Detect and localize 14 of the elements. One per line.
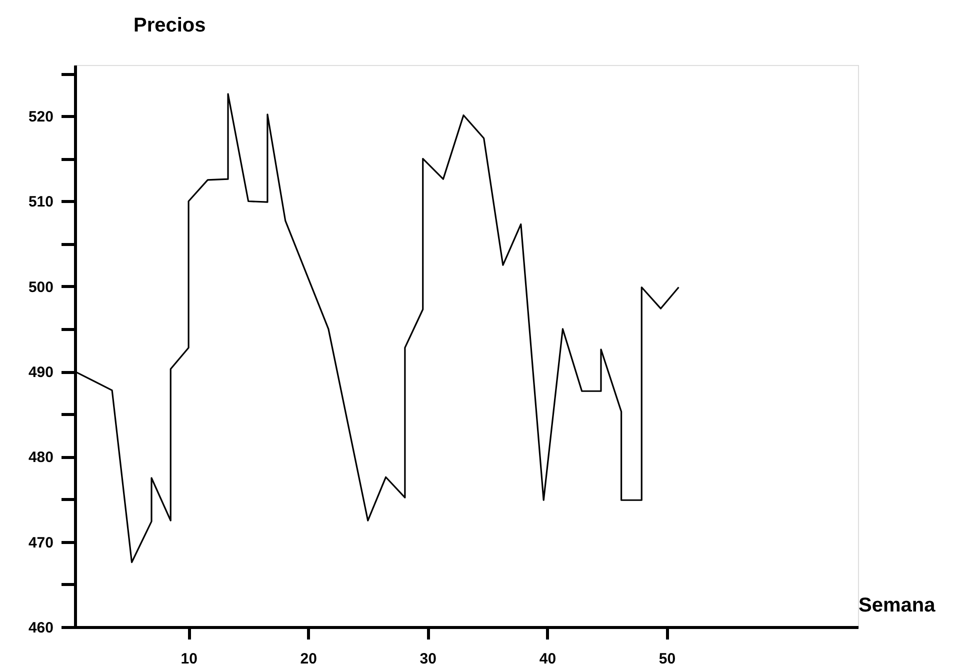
x-tick-label: 50 bbox=[658, 650, 676, 668]
y-axis-title: Precios bbox=[134, 14, 206, 36]
x-tick-label: 10 bbox=[180, 650, 198, 668]
y-tick-label: 510 bbox=[28, 194, 54, 211]
y-tick-label: 490 bbox=[28, 364, 54, 382]
y-tick-label: 470 bbox=[28, 534, 54, 552]
y-tick-label: 500 bbox=[28, 278, 54, 296]
x-tick-label: 40 bbox=[539, 650, 556, 668]
y-tick-label: 520 bbox=[28, 108, 54, 126]
x-axis-title: Semana bbox=[858, 594, 936, 616]
y-tick-label: 480 bbox=[28, 449, 54, 466]
x-tick-label: 30 bbox=[420, 650, 436, 668]
y-tick-label: 460 bbox=[28, 620, 54, 636]
x-tick-label: 20 bbox=[300, 650, 317, 668]
